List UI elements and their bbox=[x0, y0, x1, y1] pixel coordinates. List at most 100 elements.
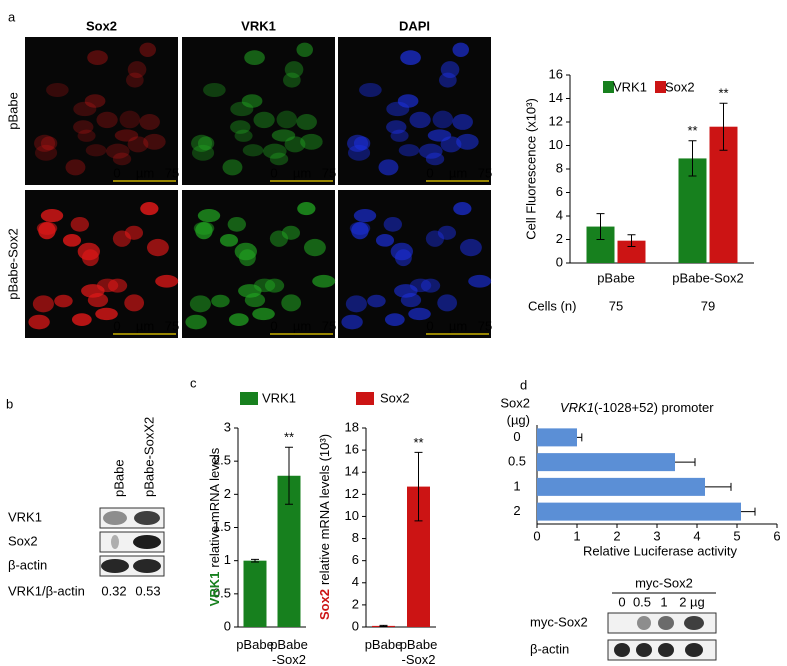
x-tick-label: 5 bbox=[733, 528, 740, 543]
y-tick-label: 0.5 bbox=[213, 585, 231, 600]
cell-nucleus bbox=[84, 94, 106, 108]
y-tick-label: 10 bbox=[345, 508, 359, 523]
bar bbox=[537, 477, 705, 496]
cell-nucleus bbox=[81, 284, 105, 298]
cell-nucleus bbox=[300, 133, 323, 150]
cell-nucleus bbox=[347, 144, 371, 161]
cell-nucleus bbox=[452, 114, 473, 130]
blot-label: myc-Sox2 bbox=[530, 614, 588, 629]
bar bbox=[537, 428, 577, 447]
category-header: (µg) bbox=[507, 412, 530, 427]
cell-nucleus bbox=[440, 61, 460, 78]
blot-band bbox=[636, 643, 652, 657]
legend-label: Sox2 bbox=[380, 390, 410, 405]
panel-letter: a bbox=[8, 9, 16, 24]
cell-nucleus bbox=[269, 152, 289, 166]
y-tick-label: 14 bbox=[549, 90, 563, 105]
cell-nucleus bbox=[139, 114, 160, 130]
y-tick-label: 3 bbox=[224, 419, 231, 434]
blot-band bbox=[658, 616, 674, 630]
blot-header: myc-Sox2 bbox=[635, 575, 693, 590]
error-bar bbox=[627, 234, 636, 248]
error-bar bbox=[414, 451, 423, 522]
scale-bar-label: 0 bbox=[426, 165, 433, 180]
cell-nucleus bbox=[28, 314, 50, 330]
chart-title-text: (-1028+52) promoter bbox=[594, 400, 714, 415]
error-bar bbox=[596, 213, 605, 240]
blot-label: VRK1 bbox=[8, 509, 42, 524]
error-bar bbox=[285, 446, 293, 505]
x-tick-label: pBabe bbox=[597, 270, 635, 285]
panel-letter: c bbox=[190, 375, 197, 390]
cell-nucleus bbox=[203, 82, 226, 98]
y-tick-label: 18 bbox=[345, 419, 359, 434]
y-tick-label: 16 bbox=[549, 66, 563, 81]
y-axis-label-highlight: Sox2 bbox=[317, 589, 332, 620]
cell-nucleus bbox=[312, 274, 336, 288]
cell-nucleus bbox=[238, 284, 262, 298]
count-value: 75 bbox=[609, 298, 623, 313]
cell-nucleus bbox=[126, 72, 144, 88]
x-tick-label: 2 bbox=[613, 528, 620, 543]
x-tick-label: 3 bbox=[653, 528, 660, 543]
x-tick-label: pBabe -Sox2 bbox=[399, 637, 438, 666]
x-tick-label: pBabe bbox=[236, 637, 274, 652]
y-axis-label: VRK1 relative mRNA levels bbox=[207, 447, 222, 606]
blot-band bbox=[614, 643, 630, 657]
cell-nucleus bbox=[234, 129, 253, 142]
cell-nucleus bbox=[87, 50, 108, 65]
cell-nucleus bbox=[264, 278, 285, 293]
y-tick-label: 6 bbox=[352, 552, 359, 567]
cell-nucleus bbox=[395, 249, 412, 267]
blot-band bbox=[101, 559, 129, 573]
y-tick-label: 0 bbox=[556, 254, 563, 269]
panel-letter: b bbox=[6, 396, 13, 411]
y-tick-label: 2 bbox=[224, 486, 231, 501]
cell-nucleus bbox=[127, 136, 149, 153]
x-tick-label: 1 bbox=[573, 528, 580, 543]
cell-nucleus bbox=[456, 133, 479, 150]
scale-bar-label: 0 bbox=[113, 318, 120, 333]
cell-nucleus bbox=[197, 136, 215, 151]
error-bar bbox=[379, 624, 388, 627]
y-tick-label: 6 bbox=[556, 184, 563, 199]
cell-nucleus bbox=[73, 120, 94, 134]
cell-nucleus bbox=[139, 42, 156, 58]
cell-nucleus bbox=[105, 143, 130, 159]
y-axis-label-highlight: VRK1 bbox=[207, 572, 222, 607]
y-tick-label: 2.5 bbox=[213, 453, 231, 468]
blot-band bbox=[133, 559, 161, 573]
error-bar bbox=[251, 558, 259, 563]
cell-nucleus bbox=[34, 144, 58, 161]
cell-nucleus bbox=[400, 50, 421, 65]
cell-nucleus bbox=[284, 61, 304, 78]
scale-bar-label: µm bbox=[449, 318, 467, 333]
ratio-value: 0.53 bbox=[135, 583, 160, 598]
cell-nucleus bbox=[195, 222, 213, 240]
panel-letter: d bbox=[520, 377, 527, 392]
cell-nucleus bbox=[119, 110, 141, 129]
scale-bar-label: 75 bbox=[165, 318, 179, 333]
category-header: Sox2 bbox=[500, 395, 530, 410]
cell-nucleus bbox=[296, 114, 317, 130]
x-tick-label: 6 bbox=[773, 528, 780, 543]
ratio-label: VRK1/β-actin bbox=[8, 583, 85, 598]
cell-nucleus bbox=[420, 278, 441, 293]
cell-nucleus bbox=[345, 295, 367, 313]
error-bar bbox=[719, 102, 728, 151]
y-tick-label: 1 bbox=[513, 478, 520, 493]
bar bbox=[537, 502, 741, 521]
cell-nucleus bbox=[390, 129, 409, 142]
scale-bar-label: 0 bbox=[113, 165, 120, 180]
x-tick-label: 4 bbox=[693, 528, 700, 543]
cell-nucleus bbox=[341, 314, 363, 330]
cell-nucleus bbox=[40, 209, 64, 223]
error-bar bbox=[705, 482, 732, 491]
cell-nucleus bbox=[418, 143, 443, 159]
image-row-label: pBabe bbox=[5, 92, 20, 130]
lane-label: 0.5 bbox=[633, 594, 651, 609]
x-tick-label: pBabe -Sox2 bbox=[270, 637, 308, 666]
cell-nucleus bbox=[112, 152, 132, 166]
cell-nucleus bbox=[95, 307, 118, 321]
cell-nucleus bbox=[386, 101, 410, 117]
